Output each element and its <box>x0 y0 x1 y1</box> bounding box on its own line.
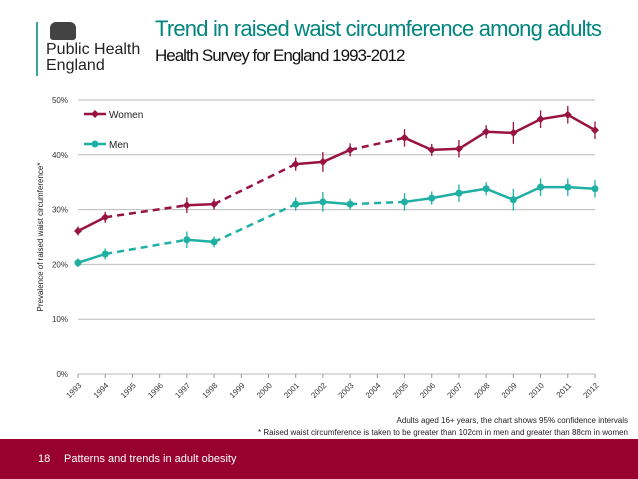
data-point-women <box>591 126 599 135</box>
data-point-women <box>318 157 327 166</box>
data-point-women <box>454 144 463 153</box>
series-segment-men <box>567 185 596 191</box>
series-segment-men <box>213 202 297 244</box>
data-point-men <box>482 185 490 193</box>
data-point-men <box>74 259 82 267</box>
y-tick-label: 20% <box>52 260 68 269</box>
data-point-women <box>182 201 191 210</box>
series-segment-women <box>105 203 188 219</box>
x-tick-label: 2004 <box>364 381 383 400</box>
data-point-women <box>536 115 545 124</box>
legend-marker <box>91 140 99 148</box>
series-segment-men <box>350 200 405 206</box>
y-tick-label: 50% <box>52 96 68 105</box>
legend-marker <box>91 110 99 118</box>
data-point-men <box>101 250 109 258</box>
y-tick-label: 40% <box>52 151 68 160</box>
legend-label: Men <box>109 140 128 151</box>
x-tick-label: 2001 <box>282 381 301 400</box>
line-chart: 0% 10% 20% 30% 40% 50% 1993 1994 1995 1996 1997 199… <box>36 96 601 400</box>
series-segment-women <box>567 113 596 132</box>
series-segment-women <box>458 130 487 150</box>
x-tick-label: 1996 <box>146 381 165 400</box>
org-name: Public Health England <box>46 41 141 74</box>
data-point-women <box>210 200 219 209</box>
series-segment-men <box>458 187 487 195</box>
series-segment-men <box>431 191 460 200</box>
footer-section: Patterns and trends in adult obesity <box>64 453 237 465</box>
series-segment-men <box>77 252 106 264</box>
series-segment-women <box>349 136 405 152</box>
data-point-men <box>509 196 517 204</box>
data-point-men <box>537 183 545 191</box>
series-segment-women <box>512 118 542 134</box>
x-tick-label: 2007 <box>445 381 464 400</box>
x-tick-label: 2008 <box>473 381 492 400</box>
data-point-men <box>346 200 354 208</box>
data-point-women <box>563 110 572 119</box>
x-tick-label: 2012 <box>581 381 600 400</box>
series-segment-men <box>404 196 432 204</box>
footer-bar: 18 Patterns and trends in adult obesity <box>0 439 638 479</box>
chart-title: Trend in raised waist circumference amon… <box>155 16 602 41</box>
data-point-men <box>564 183 572 191</box>
x-tick-label: 2000 <box>255 381 274 400</box>
phe-logo: Public Health England <box>36 22 146 76</box>
data-point-women <box>427 145 436 154</box>
data-point-women <box>74 226 82 235</box>
series-segment-men <box>186 238 215 244</box>
series-segment-women <box>213 162 297 206</box>
x-tick-label: 1995 <box>119 381 138 400</box>
y-tick-label: 10% <box>52 315 68 324</box>
series-segment-men <box>322 200 351 206</box>
data-point-women <box>400 133 409 142</box>
series-segment-women <box>431 147 459 152</box>
x-tick-label: 2003 <box>337 381 356 400</box>
series-segment-women <box>295 160 323 166</box>
data-point-women <box>101 213 110 222</box>
data-point-men <box>292 200 300 208</box>
y-tick-label: 30% <box>52 206 68 215</box>
chart-subtitle: Health Survey for England 1993-2012 <box>155 46 405 65</box>
x-tick-label: 2009 <box>500 381 519 400</box>
page-number: 18 <box>38 453 51 465</box>
data-point-women <box>482 127 491 136</box>
x-tick-label: 1997 <box>173 381 192 400</box>
series-segment-women <box>186 202 215 207</box>
x-tick-label: 2002 <box>309 381 328 400</box>
note-ci: Adults aged 16+ years, the chart shows 9… <box>396 416 628 425</box>
data-point-men <box>428 194 436 202</box>
x-tick-label: 1999 <box>228 381 247 400</box>
series-segment-women <box>404 136 433 152</box>
x-tick-label: 2006 <box>418 381 437 400</box>
series-segment-women <box>486 130 514 135</box>
data-point-men <box>401 198 409 206</box>
data-point-women <box>509 128 518 137</box>
series-segment-men <box>295 200 323 206</box>
x-tick-label: 1994 <box>92 381 111 400</box>
data-point-men <box>591 185 599 193</box>
x-tick-label: 2011 <box>555 381 574 400</box>
data-point-men <box>319 198 327 206</box>
data-point-men <box>455 189 463 197</box>
x-tick-label: 1993 <box>64 381 83 400</box>
legend-label: Women <box>109 110 143 121</box>
note-definition: * Raised waist circumference is taken to… <box>258 428 628 437</box>
x-tick-label: 2005 <box>391 381 410 400</box>
series-segment-men <box>104 238 188 256</box>
x-tick-label: 2010 <box>527 381 546 400</box>
y-axis-label: Prevalence of raised waist circumference… <box>36 163 45 312</box>
data-point-women <box>346 145 355 154</box>
series-segment-women <box>322 148 351 164</box>
data-point-men <box>210 238 218 246</box>
series-segment-men <box>512 185 542 201</box>
royal-crest-icon <box>50 22 76 40</box>
y-tick-label: 0% <box>56 370 68 379</box>
series-segment-women <box>77 216 106 233</box>
x-tick-label: 1998 <box>201 381 220 400</box>
data-point-women <box>291 160 300 169</box>
series-segment-men <box>485 187 514 201</box>
series-segment-women <box>540 113 568 121</box>
data-point-men <box>183 236 191 244</box>
